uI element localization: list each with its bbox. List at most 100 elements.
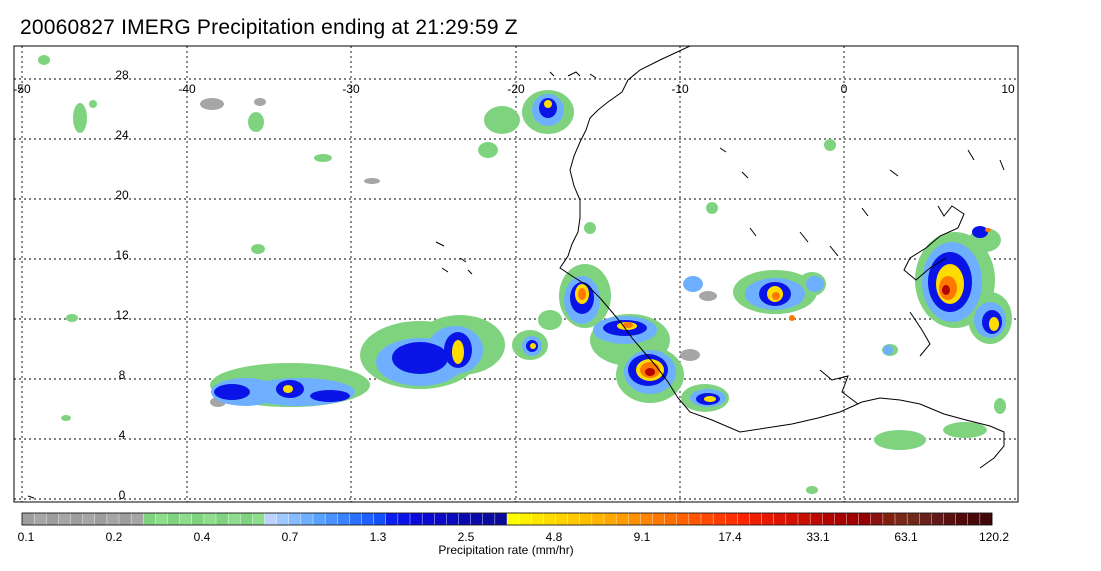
lon-label-n20: -20 <box>507 82 525 96</box>
colorbar-cell <box>591 512 605 526</box>
colorbar-cell <box>143 512 156 526</box>
colorbar-cells <box>21 512 993 526</box>
colorbar-cell <box>21 512 35 526</box>
colorbar-cell <box>518 512 532 526</box>
colorbar-cell <box>919 512 932 526</box>
colorbar-title: Precipitation rate (mm/hr) <box>438 543 573 557</box>
colorbar-cell <box>240 512 253 526</box>
lat-label-12: 12 <box>115 308 129 322</box>
lon-label-n30: -30 <box>342 82 360 96</box>
colorbar-cell <box>312 512 326 526</box>
colorbar-cell <box>955 512 969 526</box>
cb-label-0: 0.1 <box>18 530 35 544</box>
colorbar-cell <box>46 512 59 526</box>
colorbar-cell <box>640 512 654 526</box>
colorbar-cell <box>894 512 908 526</box>
cb-label-5: 2.5 <box>458 530 475 544</box>
colorbar-cell <box>797 512 811 526</box>
lat-label-0: 0 <box>119 488 126 502</box>
colorbar-cell <box>397 512 411 526</box>
colorbar-cell <box>264 512 278 526</box>
cb-label-7: 9.1 <box>634 530 651 544</box>
africa-coastline <box>559 46 1005 469</box>
colorbar-cell <box>773 512 787 526</box>
colorbar-cell <box>227 512 241 526</box>
colorbar-cell <box>979 512 993 526</box>
colorbar-cell <box>118 512 132 526</box>
colorbar-cell <box>155 512 169 526</box>
colorbar-cell <box>179 512 193 526</box>
colorbar: 0.1 0.2 0.4 0.7 1.3 2.5 4.8 9.1 17.4 33.… <box>18 512 1009 557</box>
colorbar-cell <box>70 512 84 526</box>
colorbar-cell <box>58 512 72 526</box>
colorbar-cell <box>688 512 702 526</box>
colorbar-cell <box>834 512 848 526</box>
cb-label-3: 0.7 <box>282 530 299 544</box>
colorbar-cell <box>300 512 314 526</box>
colorbar-cell <box>870 512 884 526</box>
cb-label-2: 0.4 <box>194 530 211 544</box>
colorbar-cell <box>906 512 920 526</box>
gridlines <box>14 46 1018 502</box>
colorbar-cell <box>215 512 229 526</box>
colorbar-cell <box>446 512 460 526</box>
colorbar-cell <box>737 512 751 526</box>
colorbar-cell <box>579 512 593 526</box>
colorbar-cell <box>252 512 266 526</box>
colorbar-cell <box>434 512 447 526</box>
colorbar-cell <box>615 512 629 526</box>
lat-label-20: 20 <box>115 188 129 202</box>
cb-label-6: 4.8 <box>546 530 563 544</box>
colorbar-cell <box>628 512 641 526</box>
cb-label-1: 0.2 <box>106 530 123 544</box>
colorbar-cell <box>470 512 484 526</box>
colorbar-cell <box>458 512 472 526</box>
colorbar-cell <box>531 512 544 526</box>
colorbar-cell <box>822 512 835 526</box>
lat-label-8: 8 <box>119 368 126 382</box>
colorbar-cell <box>482 512 496 526</box>
colorbar-cell <box>33 512 47 526</box>
colorbar-cell <box>167 512 181 526</box>
lon-label-0: 0 <box>841 82 848 96</box>
colorbar-cell <box>676 512 690 526</box>
colorbar-cell <box>276 512 290 526</box>
colorbar-cell <box>749 512 763 526</box>
cb-label-4: 1.3 <box>370 530 387 544</box>
colorbar-cell <box>543 512 557 526</box>
colorbar-cell <box>82 512 96 526</box>
colorbar-cell <box>967 512 981 526</box>
colorbar-cell <box>191 512 205 526</box>
cb-label-11: 120.2 <box>979 530 1009 544</box>
cb-label-10: 63.1 <box>894 530 918 544</box>
colorbar-cell <box>652 512 666 526</box>
colorbar-cell <box>421 512 435 526</box>
colorbar-cell <box>858 512 872 526</box>
colorbar-cell <box>203 512 217 526</box>
colorbar-cell <box>94 512 108 526</box>
colorbar-cell <box>385 512 399 526</box>
colorbar-frame <box>21 512 993 526</box>
colorbar-cell <box>712 512 726 526</box>
latitude-labels: 28 24 20 16 12 8 4 0 <box>115 68 129 502</box>
lat-label-16: 16 <box>115 248 129 262</box>
colorbar-cell <box>361 512 375 526</box>
colorbar-cell <box>785 512 799 526</box>
lon-label-n10: -10 <box>671 82 689 96</box>
colorbar-cell <box>130 512 144 526</box>
lon-label-n50: -50 <box>13 82 31 96</box>
east-boundaries <box>819 205 965 405</box>
colorbar-cell <box>506 512 520 526</box>
colorbar-cell <box>567 512 581 526</box>
colorbar-cell <box>809 512 823 526</box>
colorbar-cell <box>943 512 957 526</box>
colorbar-cell <box>288 512 302 526</box>
coastline <box>17 46 1005 499</box>
lat-label-24: 24 <box>115 128 129 142</box>
lat-label-28: 28 <box>115 68 129 82</box>
colorbar-cell <box>761 512 775 526</box>
precipitation-red <box>645 285 950 376</box>
colorbar-cell <box>324 512 338 526</box>
lon-label-n40: -40 <box>178 82 196 96</box>
